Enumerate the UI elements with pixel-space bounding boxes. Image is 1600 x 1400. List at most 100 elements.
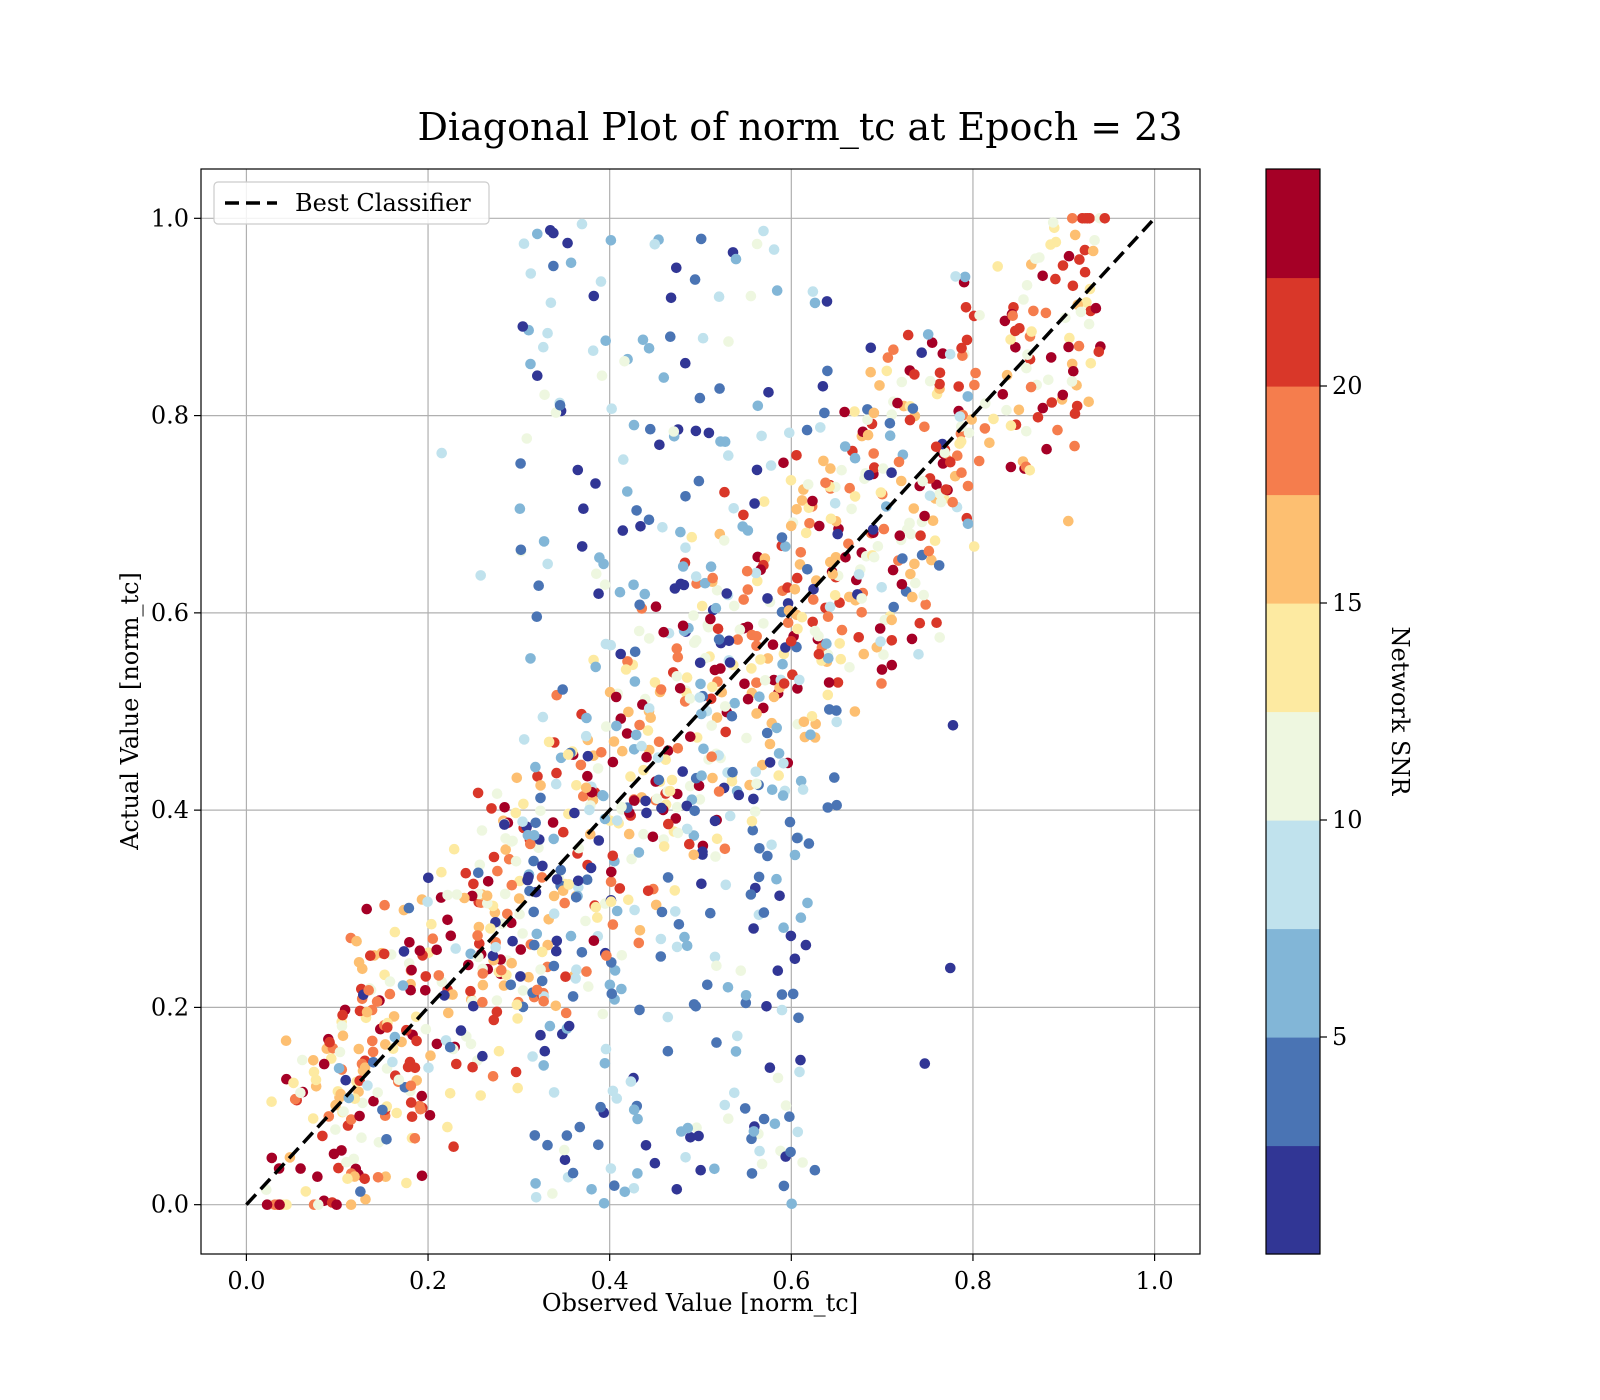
scatter-point [491,1006,503,1018]
scatter-point [920,599,931,610]
scatter-point [751,708,762,719]
scatter-point [675,526,686,538]
scatter-point [567,1167,579,1179]
scatter-point [658,372,670,383]
scatter-point [772,1072,784,1084]
scatter-point [680,491,691,502]
scatter-point [863,469,875,481]
scatter-point [872,541,884,552]
scatter-point [791,450,802,461]
scatter-point [905,568,916,580]
scatter-point [970,367,981,379]
scatter-point [450,943,462,954]
scatter-point [1010,325,1021,337]
scatter-point [680,542,691,553]
scatter-point [778,678,790,689]
scatter-points [261,213,1111,1210]
scatter-point [751,677,762,688]
scatter-point [1021,362,1032,374]
scatter-point [824,601,836,613]
scatter-point [487,1071,499,1082]
scatter-point [886,614,897,626]
scatter-point [427,933,439,944]
scatter-point [653,774,665,786]
best-classifier-line [245,217,1156,1206]
scatter-point [893,456,905,468]
scatter-point [909,369,920,380]
scatter-point [515,544,527,556]
scatter-point [759,675,771,686]
scatter-point [697,846,708,857]
scatter-point [548,908,560,919]
scatter-point [361,1006,373,1018]
scatter-point [988,413,999,425]
scatter-point [784,816,796,828]
scatter-point [789,953,801,965]
scatter-point [768,244,780,255]
scatter-point [1090,302,1102,314]
scatter-point [657,522,668,533]
scatter-point [381,1134,392,1145]
scatter-point [709,1163,720,1175]
scatter-point [488,851,500,863]
scatter-point [1005,420,1017,432]
scatter-point [876,664,888,675]
scatter-point [448,843,460,855]
scatter-point [507,935,518,947]
scatter-point [398,946,410,957]
scatter-point [791,572,803,584]
scatter-point [888,601,899,613]
scatter-point [758,225,769,237]
scatter-point [792,623,803,635]
scatter-point [728,600,740,612]
scatter-point [533,842,544,854]
scatter-point [605,876,617,888]
scatter-point [882,352,894,363]
scatter-point [835,653,847,665]
scatter-point [711,833,723,845]
scatter-point [776,989,788,1000]
scatter-point [831,705,842,716]
scatter-point [548,1087,560,1098]
scatter-point [984,437,995,449]
scatter-point [1046,397,1058,408]
scatter-point [401,1177,412,1189]
scatter-point [702,979,713,991]
scatter-point [436,447,448,459]
scatter-point [547,1188,558,1199]
scatter-point [647,831,659,843]
scatter-point [515,458,526,469]
scatter-point [671,643,683,654]
scatter-point [751,778,762,790]
scatter-point [795,912,807,923]
colorbar-tick-label: 15 [1332,589,1363,617]
scatter-point [820,477,831,489]
scatter-point [563,879,574,890]
scatter-point [536,872,548,883]
scatter-point [405,1097,417,1108]
scatter-point [825,463,836,474]
scatter-point [780,1100,792,1111]
scatter-point [637,334,649,346]
scatter-point [631,505,642,516]
scatter-point [1064,332,1075,344]
scatter-point [807,286,819,297]
scatter-point [752,575,763,587]
scatter-point [475,570,487,581]
scatter-point [699,577,711,589]
scatter-point [886,635,898,646]
scatter-point [633,847,645,858]
scatter-point [559,897,570,909]
scatter-point [874,380,885,391]
scatter-point [593,1139,604,1151]
scatter-point [917,476,928,487]
scatter-point [521,433,533,444]
scatter-point [365,950,376,961]
scatter-point [684,838,695,850]
scatter-point [608,736,620,747]
legend-box [213,181,490,225]
scatter-point [688,849,700,861]
scatter-point [616,950,628,961]
scatter-point [945,962,956,974]
scatter-point [405,984,417,996]
